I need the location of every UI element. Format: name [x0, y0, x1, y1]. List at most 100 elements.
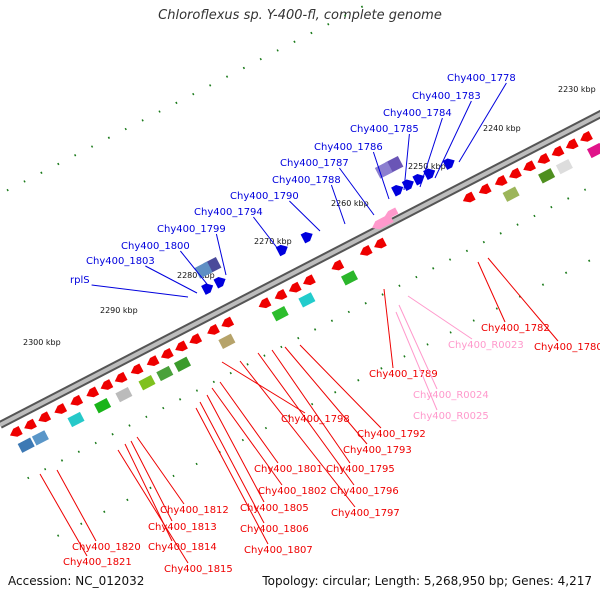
tick-mark	[225, 75, 229, 78]
tick-mark	[403, 355, 406, 358]
tick-mark	[74, 154, 77, 157]
tick-mark	[195, 389, 199, 392]
reverse-gene-arrow	[374, 237, 387, 249]
leader-line	[211, 387, 283, 486]
forward-gene-label[interactable]: Chy400_1786	[314, 142, 383, 153]
tick-mark	[448, 258, 452, 261]
tick-mark	[588, 259, 591, 262]
leader-line	[117, 449, 189, 564]
leader-line	[477, 261, 506, 323]
tick-mark	[398, 284, 401, 287]
reverse-gene-label[interactable]: Chy400_1820	[72, 542, 141, 553]
reverse-gene-label[interactable]: Chy400_1780	[534, 342, 600, 353]
tick-mark	[229, 371, 232, 375]
tick-mark	[357, 379, 360, 382]
forward-gene-label[interactable]: Chy400_1800	[121, 241, 190, 252]
reverse-gene-block	[115, 386, 133, 403]
rna-gene-label[interactable]: Chy400_R0023	[448, 340, 524, 351]
tick-mark	[259, 57, 262, 61]
tick-mark	[360, 5, 364, 8]
reverse-gene-arrow	[130, 363, 144, 375]
reverse-gene-label[interactable]: Chy400_1796	[330, 486, 399, 497]
forward-gene-label[interactable]: Chy400_1783	[412, 91, 481, 102]
rna-gene-label[interactable]: Chy400_R0025	[413, 411, 489, 422]
forward-gene-label[interactable]: Chy400_1799	[157, 224, 226, 235]
forward-gene-label[interactable]: Chy400_1788	[272, 175, 341, 186]
tick-mark	[550, 205, 553, 209]
reverse-gene-label[interactable]: Chy400_1806	[240, 524, 309, 535]
leader-line	[487, 257, 559, 342]
rna-gene-arrow	[384, 207, 399, 218]
reverse-gene-label[interactable]: Chy400_1807	[244, 545, 313, 556]
reverse-gene-arrow	[523, 160, 536, 172]
tick-mark	[241, 438, 244, 442]
reverse-gene-arrow	[38, 411, 52, 423]
forward-gene-arrow	[391, 185, 404, 197]
forward-gene-label[interactable]: rplS	[70, 275, 90, 286]
tick-mark	[172, 474, 175, 478]
rna-gene-label[interactable]: Chy400_R0024	[413, 390, 489, 401]
tick-mark	[6, 188, 9, 192]
forward-gene-label[interactable]: Chy400_1790	[230, 191, 299, 202]
leader-line	[284, 346, 368, 445]
reverse-gene-label[interactable]: Chy400_1802	[258, 486, 327, 497]
forward-gene-label[interactable]: Chy400_1787	[280, 158, 349, 169]
reverse-gene-label[interactable]: Chy400_1805	[240, 503, 309, 514]
reverse-gene-arrow	[288, 281, 302, 293]
reverse-gene-block	[271, 306, 289, 322]
reverse-gene-arrow	[86, 386, 100, 398]
reverse-gene-label[interactable]: Chy400_1798	[281, 414, 350, 425]
tick-mark	[263, 354, 266, 357]
tick-mark	[472, 319, 475, 322]
leader-line	[39, 473, 88, 557]
leader-line	[403, 133, 410, 191]
leader-line	[215, 233, 227, 276]
leader-line	[199, 401, 265, 524]
reverse-gene-label[interactable]: Chy400_1821	[63, 557, 132, 568]
tick-mark	[57, 162, 60, 166]
reverse-gene-arrow	[478, 183, 492, 195]
reverse-gene-label[interactable]: Chy400_1812	[160, 505, 229, 516]
tick-mark	[334, 391, 337, 394]
tick-mark	[380, 367, 383, 370]
kbp-label: 2240 kbp	[483, 124, 521, 133]
tick-mark	[111, 433, 114, 436]
reverse-gene-label[interactable]: Chy400_1782	[481, 323, 550, 334]
reverse-gene-label[interactable]: Chy400_1797	[331, 508, 400, 519]
kbp-label: 2290 kbp	[100, 306, 138, 315]
leader-line	[407, 295, 473, 340]
reverse-gene-label[interactable]: Chy400_1815	[164, 564, 233, 575]
reverse-gene-arrow	[160, 347, 174, 359]
forward-gene-label[interactable]: Chy400_1803	[86, 256, 155, 267]
tick-mark	[212, 380, 215, 384]
reverse-gene-arrow	[189, 333, 203, 344]
reverse-gene-block	[340, 270, 359, 286]
reverse-gene-label[interactable]: Chy400_1793	[343, 445, 412, 456]
leader-line	[383, 288, 394, 369]
leader-line	[221, 361, 306, 414]
reverse-gene-arrow	[24, 418, 37, 430]
tick-mark	[310, 31, 313, 35]
reverse-gene-label[interactable]: Chy400_1792	[357, 429, 426, 440]
tick-mark	[426, 343, 429, 346]
reverse-gene-label[interactable]: Chy400_1814	[148, 542, 217, 553]
reverse-gene-label[interactable]: Chy400_1813	[148, 522, 217, 533]
reverse-gene-label[interactable]: Chy400_1789	[369, 369, 438, 380]
tick-mark	[276, 49, 279, 52]
tick-mark	[313, 328, 317, 331]
tick-mark	[242, 66, 246, 70]
reverse-gene-label[interactable]: Chy400_1801	[254, 464, 323, 475]
forward-gene-label[interactable]: Chy400_1778	[447, 73, 516, 84]
tick-mark	[149, 486, 152, 490]
tick-mark	[192, 92, 195, 96]
forward-gene-label[interactable]: Chy400_1785	[350, 124, 419, 135]
leader-line	[206, 394, 265, 503]
reverse-gene-label[interactable]: Chy400_1795	[326, 464, 395, 475]
reverse-gene-arrow	[207, 324, 220, 335]
reverse-gene-arrow	[100, 379, 114, 390]
tick-mark	[178, 398, 182, 401]
forward-gene-label[interactable]: Chy400_1784	[383, 108, 452, 119]
forward-gene-label[interactable]: Chy400_1794	[194, 207, 263, 218]
